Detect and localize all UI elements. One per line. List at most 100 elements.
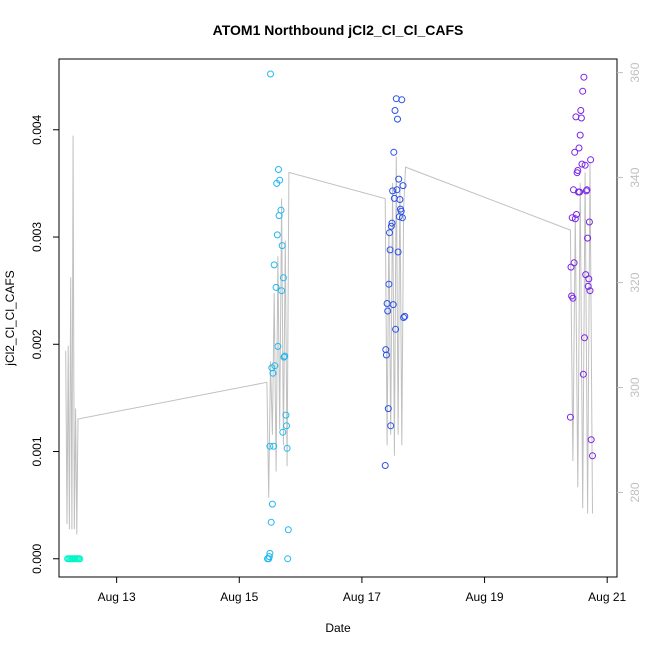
data-point-series-3 bbox=[394, 248, 402, 256]
y-tick-label: 0.002 bbox=[30, 329, 44, 359]
data-point-series-2 bbox=[274, 342, 282, 350]
data-point-series-2 bbox=[265, 553, 273, 561]
data-point-series-3 bbox=[401, 312, 409, 320]
data-point-series-3 bbox=[384, 405, 392, 413]
data-point-series-4 bbox=[581, 161, 589, 169]
data-point-series-2 bbox=[272, 283, 280, 291]
data-point-series-2 bbox=[280, 353, 288, 361]
x-tick-label: Aug 21 bbox=[588, 590, 626, 604]
data-point-series-4 bbox=[582, 187, 590, 195]
data-point-series-3 bbox=[389, 187, 397, 195]
y2-tick-label: 280 bbox=[628, 482, 642, 502]
y-tick-label: 0.004 bbox=[30, 114, 44, 144]
data-point-series-4 bbox=[576, 131, 584, 139]
data-point-series-2 bbox=[283, 422, 290, 430]
data-point-series-3 bbox=[399, 182, 407, 190]
data-point-series-2 bbox=[273, 231, 281, 239]
data-point-series-3 bbox=[386, 229, 393, 237]
data-point-series-4 bbox=[577, 107, 585, 114]
data-point-series-2 bbox=[283, 444, 291, 452]
y2-tick-label: 320 bbox=[628, 272, 642, 292]
y-tick-label: 0.001 bbox=[30, 436, 44, 466]
data-point-series-3 bbox=[395, 175, 403, 183]
data-point-series-4 bbox=[580, 73, 588, 81]
data-point-series-2 bbox=[279, 428, 287, 436]
data-point-series-1 bbox=[76, 555, 84, 563]
data-point-series-3 bbox=[395, 213, 403, 221]
data-point-series-4 bbox=[572, 113, 580, 121]
data-point-series-4 bbox=[586, 287, 594, 295]
plot-frame bbox=[58, 58, 618, 578]
data-point-series-4 bbox=[589, 452, 596, 460]
data-point-series-2 bbox=[270, 442, 278, 450]
data-point-series-3 bbox=[388, 219, 396, 227]
y2-tick-label: 340 bbox=[628, 167, 642, 187]
data-point-series-3 bbox=[400, 314, 408, 321]
data-point-series-2 bbox=[279, 274, 287, 282]
x-tick-label: Aug 13 bbox=[98, 590, 136, 604]
data-point-series-3 bbox=[384, 307, 392, 315]
data-point-series-3 bbox=[382, 351, 390, 359]
data-point-series-3 bbox=[386, 246, 394, 254]
data-point-series-3 bbox=[391, 107, 399, 114]
data-point-series-4 bbox=[582, 271, 590, 279]
y-tick-label: 0.000 bbox=[30, 543, 44, 573]
data-point-series-3 bbox=[394, 115, 401, 123]
data-point-series-4 bbox=[583, 186, 591, 194]
data-point-series-3 bbox=[397, 205, 404, 213]
data-point-series-2 bbox=[269, 369, 277, 377]
x-tick-label: Aug 19 bbox=[466, 590, 504, 604]
axes-group: Aug 13 Aug 15 Aug 17 Aug 19 Aug 21 0.000 0.001… bbox=[30, 62, 642, 604]
data-point-series-2 bbox=[267, 518, 275, 526]
data-point-series-2 bbox=[268, 364, 276, 372]
data-point-series-2 bbox=[282, 411, 290, 419]
data-point-series-3 bbox=[392, 95, 400, 103]
data-point-series-3 bbox=[390, 148, 398, 156]
data-point-series-2 bbox=[275, 212, 283, 220]
data-point-series-4 bbox=[575, 144, 583, 152]
chart-title: ATOM1 Northbound jCl2_Cl_Cl_CAFS bbox=[213, 22, 464, 38]
data-point-series-2 bbox=[278, 287, 286, 295]
data-point-series-4 bbox=[587, 436, 595, 444]
data-point-series-3 bbox=[392, 325, 400, 333]
data-point-series-2 bbox=[281, 352, 289, 360]
data-point-series-3 bbox=[383, 300, 391, 307]
data-points-group bbox=[64, 70, 596, 563]
x-tick-label: Aug 17 bbox=[343, 590, 381, 604]
data-point-series-4 bbox=[568, 214, 576, 222]
data-point-series-4 bbox=[584, 282, 592, 290]
data-point-series-4 bbox=[581, 334, 588, 342]
data-point-series-4 bbox=[579, 370, 587, 378]
x-axis-label: Date bbox=[325, 621, 351, 635]
data-point-series-3 bbox=[382, 346, 390, 354]
data-point-series-4 bbox=[578, 160, 586, 168]
data-point-series-2 bbox=[275, 166, 282, 173]
data-point-series-2 bbox=[273, 179, 281, 187]
data-point-series-3 bbox=[387, 222, 395, 230]
data-point-series-4 bbox=[569, 294, 577, 302]
data-point-series-4 bbox=[576, 188, 584, 196]
data-point-series-3 bbox=[393, 186, 401, 194]
data-point-series-3 bbox=[387, 422, 395, 430]
y-tick-label: 0.003 bbox=[30, 222, 44, 252]
data-point-series-2 bbox=[270, 261, 278, 269]
data-point-series-4 bbox=[579, 87, 587, 95]
data-point-series-2 bbox=[264, 555, 271, 563]
y-axis-label: jCl2_Cl_Cl_CAFS bbox=[3, 270, 17, 366]
data-point-series-4 bbox=[585, 218, 593, 226]
data-point-series-4 bbox=[577, 114, 585, 122]
secondary-trace-group bbox=[65, 135, 593, 535]
data-point-series-3 bbox=[398, 96, 406, 104]
data-point-series-2 bbox=[284, 526, 292, 534]
y2-tick-label: 300 bbox=[628, 377, 642, 397]
data-point-series-2 bbox=[267, 70, 274, 78]
data-point-series-4 bbox=[587, 156, 595, 164]
x-tick-label: Aug 15 bbox=[220, 590, 258, 604]
data-point-series-3 bbox=[381, 462, 389, 469]
data-point-series-2 bbox=[278, 242, 286, 250]
data-point-series-2 bbox=[284, 555, 292, 563]
data-point-series-4 bbox=[567, 263, 575, 271]
data-point-series-3 bbox=[398, 214, 406, 222]
